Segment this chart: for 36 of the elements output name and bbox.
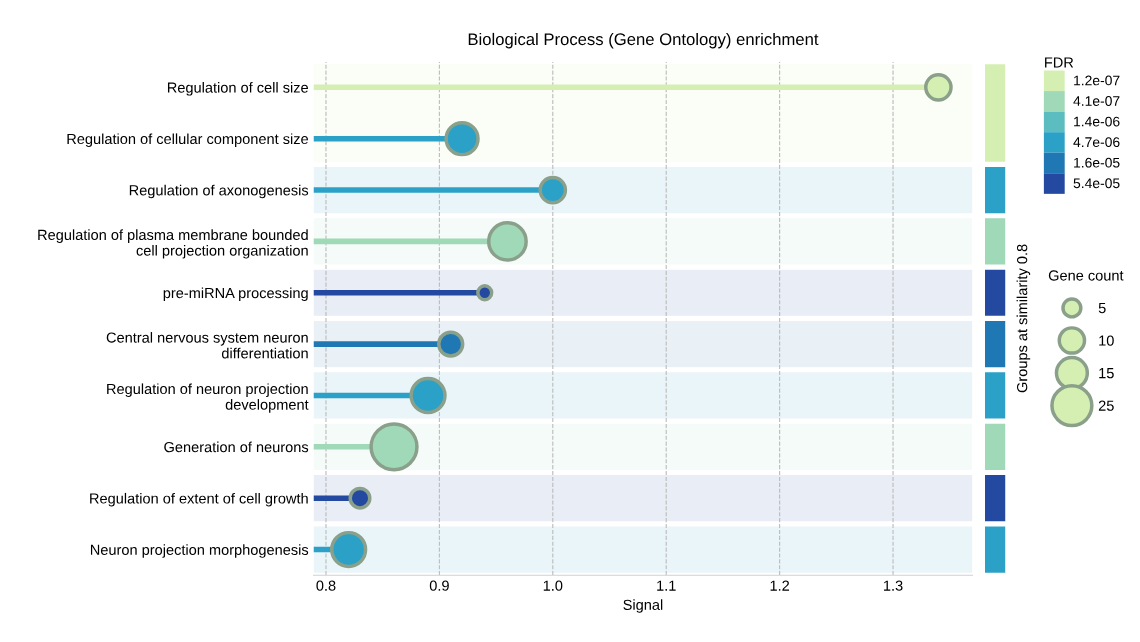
text: Gene count xyxy=(1048,270,1124,281)
y-tick-label: Regulation of cell size xyxy=(167,82,308,96)
y-tick-label: Regulation of cellular component size xyxy=(67,133,309,147)
x-tick-label: 0.9 xyxy=(429,580,449,591)
legend-label: 1.4e-06 xyxy=(1074,116,1120,127)
legend-label: 4.1e-07 xyxy=(1073,96,1120,106)
x-tick-label: 1.0 xyxy=(543,580,563,591)
x-tick-label: 0.8 xyxy=(316,580,336,591)
point xyxy=(437,330,465,358)
chart-title: Biological Process (Gene Ontology) enrichment xyxy=(468,32,819,49)
y-tick-label: Central nervous system neuron differentiation xyxy=(106,332,308,359)
y-tick-label: Neuron projection morphogenesis xyxy=(90,544,309,558)
y-tick-label: Regulation of neuron projection development xyxy=(107,383,309,413)
y-tick-label: Generation of neurons xyxy=(164,441,309,453)
legend-label: 4.7e-06 xyxy=(1073,137,1120,148)
y-tick-label: Regulation of axonogenesis xyxy=(129,184,309,199)
legend-label: 15 xyxy=(1099,368,1114,379)
legend-label: 5.4e-05 xyxy=(1073,178,1120,189)
legend-label: 1.6e-05 xyxy=(1074,157,1120,168)
x-tick-label: 1.3 xyxy=(884,580,903,591)
legend-label: 25 xyxy=(1098,400,1114,411)
y-tick-label: pre-miRNA processing xyxy=(163,287,308,302)
point xyxy=(329,530,368,569)
text: Groups at similarity 0.8 xyxy=(1016,244,1031,393)
point xyxy=(409,376,447,415)
legend-title: FDR xyxy=(1045,57,1074,68)
point xyxy=(444,120,480,157)
x-tick-label: 1.1 xyxy=(657,580,676,591)
y-tick-label: Regulation of extent of cell growth xyxy=(90,492,308,507)
legend-label: 5 xyxy=(1098,303,1106,314)
legend-label: 1.2e-07 xyxy=(1074,75,1120,86)
x-tick-label: 1.2 xyxy=(770,580,790,591)
legend-label: 10 xyxy=(1099,335,1114,346)
x-axis-title: Signal xyxy=(623,599,663,613)
y-tick-label: Regulation of plasma membrane bounded cell projection organization xyxy=(38,229,308,259)
point xyxy=(924,72,953,102)
